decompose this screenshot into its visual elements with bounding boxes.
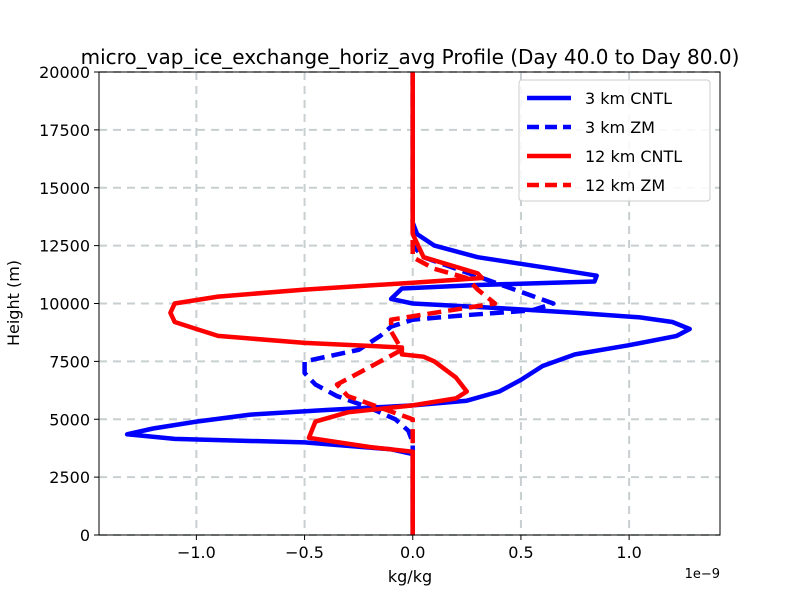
x-tick-label: 0.5: [508, 543, 533, 562]
series-line-12-km-cntl: [168, 72, 485, 535]
y-tick-label: 7500: [49, 352, 90, 371]
y-tick-label: 20000: [39, 63, 90, 82]
y-tick-label: 2500: [49, 468, 90, 487]
y-tick-label: 17500: [39, 121, 90, 140]
x-tick-label: −0.5: [285, 543, 324, 562]
y-axis-label: Height (m): [4, 260, 23, 346]
y-tick-label: 5000: [49, 410, 90, 429]
series-line-3-km-cntl: [124, 72, 692, 535]
x-offset-label: 1e−9: [685, 567, 720, 582]
y-axis: 0 2500 5000 7500 10000 12500 15000 17500 20000: [39, 63, 99, 545]
x-tick-label: 1.0: [616, 543, 641, 562]
legend-box: [518, 79, 711, 202]
legend-label: 3 km ZM: [585, 118, 655, 137]
legend-label: 3 km CNTL: [585, 89, 672, 108]
series-line-12-km-zm: [334, 72, 498, 535]
x-tick-label: 0.0: [400, 543, 425, 562]
chart-title: micro_vap_ice_exchange_horiz_avg Profile…: [81, 45, 740, 69]
legend-label: 12 km ZM: [585, 176, 665, 195]
y-tick-label: 12500: [39, 237, 90, 256]
x-axis: −1.0 −0.5 0.0 0.5 1.0: [177, 535, 642, 562]
y-tick-label: 15000: [39, 179, 90, 198]
legend: 3 km CNTL 3 km ZM 12 km CNTL 12 km ZM: [518, 79, 711, 202]
series-layer: [124, 72, 692, 535]
x-tick-label: −1.0: [177, 543, 216, 562]
y-tick-label: 0: [80, 526, 90, 545]
y-tick-label: 10000: [39, 295, 90, 314]
x-axis-label: kg/kg: [388, 567, 432, 586]
legend-label: 12 km CNTL: [585, 147, 682, 166]
